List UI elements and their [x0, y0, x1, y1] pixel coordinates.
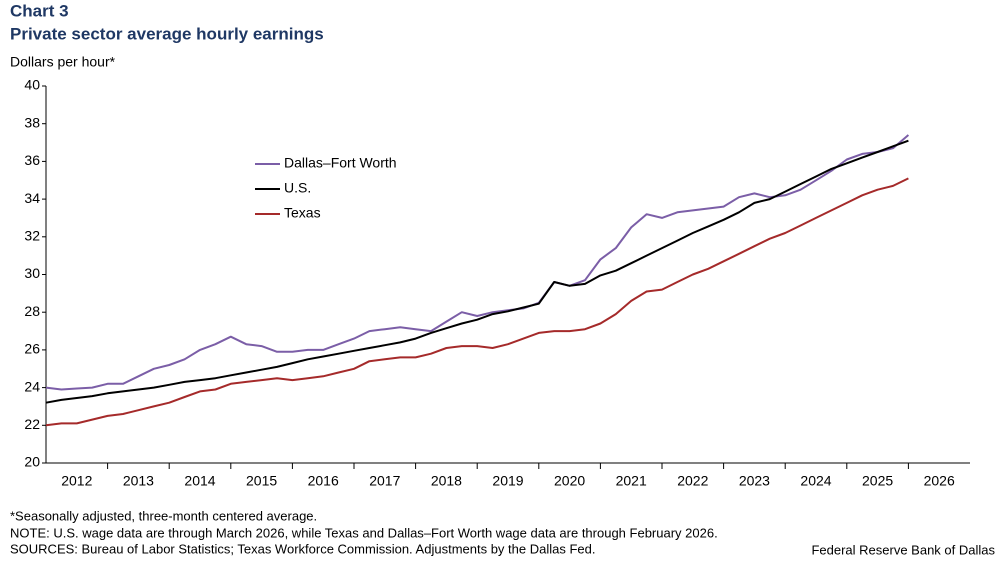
- x-tick-label: 2024: [800, 473, 831, 489]
- x-tick-label: 2026: [924, 473, 955, 489]
- legend-label: Dallas–Fort Worth: [284, 155, 397, 171]
- x-tick-label: 2013: [123, 473, 154, 489]
- x-tick-label: 2023: [739, 473, 770, 489]
- y-axis-label: Dollars per hour*: [10, 54, 116, 70]
- credit: Federal Reserve Bank of Dallas: [811, 542, 995, 557]
- x-tick-label: 2012: [61, 473, 92, 489]
- legend-label: Texas: [284, 205, 321, 221]
- y-tick-label: 34: [24, 190, 40, 206]
- y-tick-label: 30: [24, 265, 40, 281]
- x-tick-label: 2025: [862, 473, 893, 489]
- x-tick-label: 2015: [246, 473, 277, 489]
- series-line: [45, 134, 910, 391]
- note: *Seasonally adjusted, three-month center…: [10, 508, 317, 523]
- y-tick-label: 32: [24, 228, 40, 244]
- y-tick-label: 22: [24, 416, 40, 432]
- x-tick-label: 2022: [677, 473, 708, 489]
- chart-subtitle: Private sector average hourly earnings: [10, 24, 324, 43]
- x-tick-label: 2018: [431, 473, 462, 489]
- series-line: [45, 139, 909, 404]
- y-tick-label: 24: [24, 378, 40, 394]
- x-tick-label: 2021: [616, 473, 647, 489]
- y-tick-label: 40: [24, 77, 40, 93]
- x-tick-label: 2020: [554, 473, 585, 489]
- x-tick-label: 2016: [308, 473, 339, 489]
- x-tick-label: 2014: [184, 473, 215, 489]
- x-tick-label: 2019: [492, 473, 523, 489]
- legend-label: U.S.: [284, 180, 311, 196]
- note: SOURCES: Bureau of Labor Statistics; Tex…: [10, 541, 595, 556]
- y-tick-label: 38: [24, 114, 40, 130]
- chart-title: Chart 3: [10, 1, 69, 20]
- series-line: [45, 177, 909, 427]
- y-tick-label: 20: [24, 454, 40, 470]
- y-tick-label: 26: [24, 341, 40, 357]
- y-tick-label: 36: [24, 152, 40, 168]
- x-tick-label: 2017: [369, 473, 400, 489]
- note: NOTE: U.S. wage data are through March 2…: [10, 525, 718, 540]
- y-tick-label: 28: [24, 303, 40, 319]
